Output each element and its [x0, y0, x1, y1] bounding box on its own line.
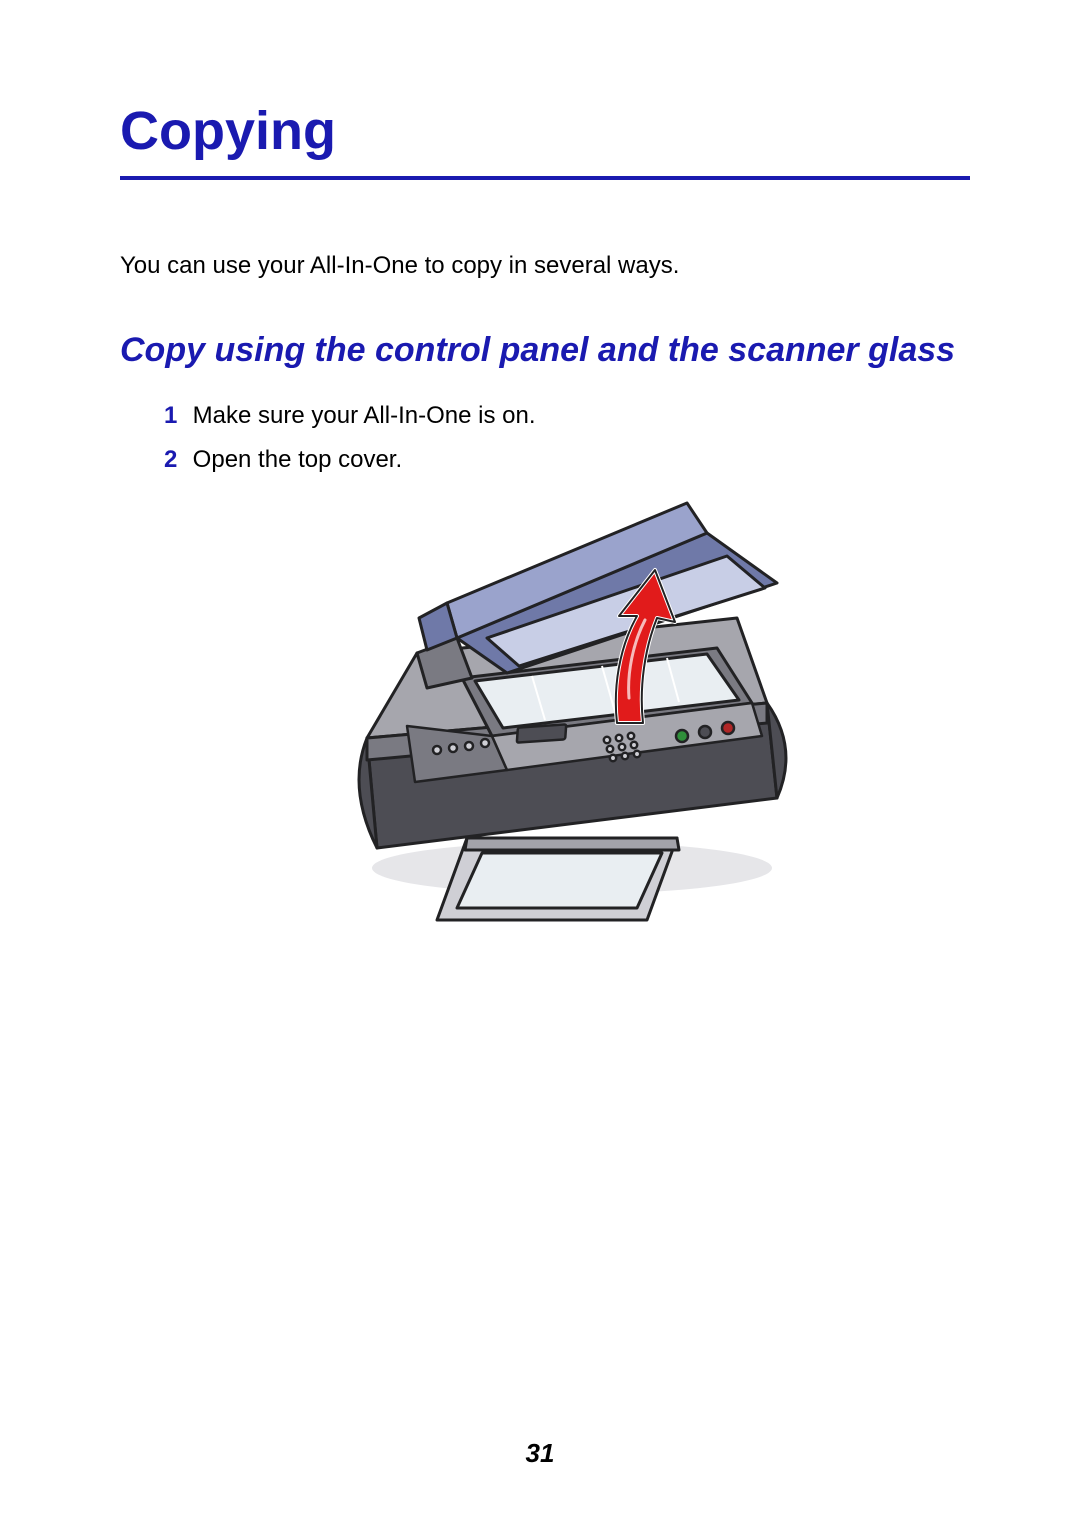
step-text: Make sure your All-In-One is on.	[193, 402, 536, 429]
intro-text: You can use your All-In-One to copy in s…	[120, 250, 970, 281]
section-heading: Copy using the control panel and the sca…	[120, 329, 970, 372]
steps-list: 1 Make sure your All-In-One is on. 2 Ope…	[120, 400, 970, 959]
step-item: 1 Make sure your All-In-One is on.	[164, 400, 970, 432]
step-item: 2 Open the top cover.	[164, 444, 970, 476]
step-text: Open the top cover.	[193, 446, 402, 473]
step-number: 1	[164, 400, 186, 432]
page-title: Copying	[120, 100, 970, 162]
figure-container	[164, 488, 970, 958]
printer-open-lid-illustration	[307, 488, 827, 958]
document-page: Copying You can use your All-In-One to c…	[0, 0, 1080, 1529]
step-number: 2	[164, 444, 186, 476]
title-underline	[120, 176, 970, 180]
page-number: 31	[0, 1438, 1080, 1469]
